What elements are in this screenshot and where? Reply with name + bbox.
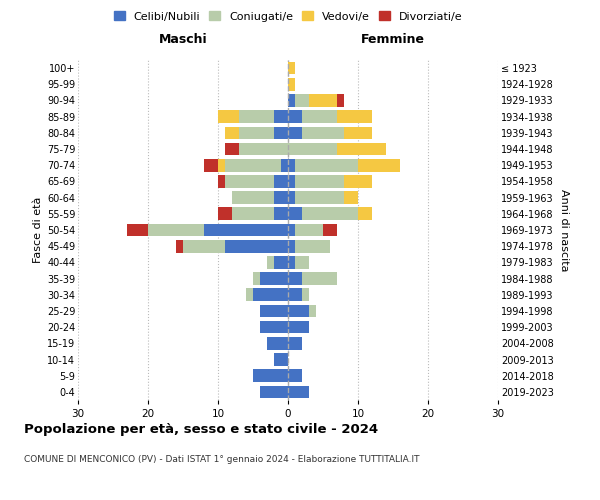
Bar bbox=[337, 142, 386, 156]
Bar bbox=[253, 370, 288, 382]
Bar bbox=[225, 142, 239, 156]
Bar bbox=[309, 304, 316, 318]
Bar bbox=[288, 370, 302, 382]
Bar bbox=[267, 256, 274, 268]
Bar bbox=[260, 321, 288, 334]
Bar bbox=[337, 110, 372, 123]
Bar bbox=[267, 337, 288, 349]
Text: Maschi: Maschi bbox=[158, 34, 208, 46]
Bar bbox=[295, 240, 330, 252]
Bar bbox=[302, 126, 344, 139]
Bar bbox=[225, 126, 239, 139]
Bar bbox=[274, 110, 288, 123]
Bar bbox=[288, 304, 309, 318]
Legend: Celibi/Nubili, Coniugati/e, Vedovi/e, Divorziati/e: Celibi/Nubili, Coniugati/e, Vedovi/e, Di… bbox=[113, 11, 463, 22]
Bar bbox=[288, 224, 295, 236]
Bar bbox=[288, 272, 302, 285]
Bar bbox=[253, 272, 260, 285]
Bar bbox=[288, 386, 309, 398]
Bar bbox=[225, 175, 274, 188]
Bar bbox=[274, 192, 288, 204]
Bar bbox=[274, 353, 288, 366]
Bar bbox=[225, 240, 288, 252]
Bar bbox=[239, 126, 274, 139]
Bar bbox=[288, 62, 295, 74]
Bar bbox=[246, 288, 253, 301]
Bar bbox=[302, 272, 337, 285]
Bar bbox=[218, 208, 232, 220]
Bar bbox=[281, 159, 288, 172]
Bar bbox=[288, 192, 295, 204]
Bar bbox=[253, 288, 288, 301]
Bar bbox=[218, 159, 225, 172]
Bar bbox=[323, 224, 337, 236]
Bar bbox=[302, 208, 358, 220]
Text: Femmine: Femmine bbox=[361, 34, 425, 46]
Bar bbox=[183, 240, 225, 252]
Y-axis label: Anni di nascita: Anni di nascita bbox=[559, 188, 569, 271]
Bar bbox=[288, 208, 302, 220]
Bar bbox=[239, 142, 288, 156]
Bar bbox=[204, 159, 218, 172]
Y-axis label: Fasce di età: Fasce di età bbox=[32, 197, 43, 263]
Bar bbox=[218, 110, 239, 123]
Bar bbox=[288, 256, 295, 268]
Text: COMUNE DI MENCONICO (PV) - Dati ISTAT 1° gennaio 2024 - Elaborazione TUTTITALIA.: COMUNE DI MENCONICO (PV) - Dati ISTAT 1°… bbox=[24, 455, 419, 464]
Bar bbox=[358, 159, 400, 172]
Bar bbox=[204, 224, 288, 236]
Bar bbox=[358, 208, 372, 220]
Bar bbox=[288, 240, 295, 252]
Bar bbox=[274, 256, 288, 268]
Bar bbox=[260, 386, 288, 398]
Bar bbox=[260, 272, 288, 285]
Bar bbox=[295, 159, 358, 172]
Bar bbox=[288, 159, 295, 172]
Bar bbox=[288, 337, 302, 349]
Bar bbox=[274, 208, 288, 220]
Bar bbox=[288, 126, 302, 139]
Bar bbox=[274, 126, 288, 139]
Bar bbox=[288, 78, 295, 90]
Bar bbox=[288, 175, 295, 188]
Bar bbox=[309, 94, 337, 107]
Bar bbox=[302, 110, 337, 123]
Bar bbox=[295, 256, 309, 268]
Bar bbox=[288, 94, 295, 107]
Bar bbox=[232, 208, 274, 220]
Bar bbox=[260, 304, 288, 318]
Bar bbox=[295, 175, 344, 188]
Bar bbox=[295, 192, 344, 204]
Bar bbox=[239, 110, 274, 123]
Bar bbox=[288, 142, 337, 156]
Bar bbox=[344, 175, 372, 188]
Bar bbox=[288, 288, 302, 301]
Bar bbox=[218, 175, 225, 188]
Bar bbox=[344, 192, 358, 204]
Bar bbox=[148, 224, 204, 236]
Bar bbox=[232, 192, 274, 204]
Bar bbox=[225, 159, 281, 172]
Bar bbox=[288, 321, 309, 334]
Bar bbox=[344, 126, 372, 139]
Bar bbox=[288, 110, 302, 123]
Bar bbox=[302, 288, 309, 301]
Bar bbox=[176, 240, 183, 252]
Bar bbox=[295, 224, 323, 236]
Bar bbox=[274, 175, 288, 188]
Bar bbox=[337, 94, 344, 107]
Bar bbox=[295, 94, 309, 107]
Bar bbox=[127, 224, 148, 236]
Text: Popolazione per età, sesso e stato civile - 2024: Popolazione per età, sesso e stato civil… bbox=[24, 422, 378, 436]
